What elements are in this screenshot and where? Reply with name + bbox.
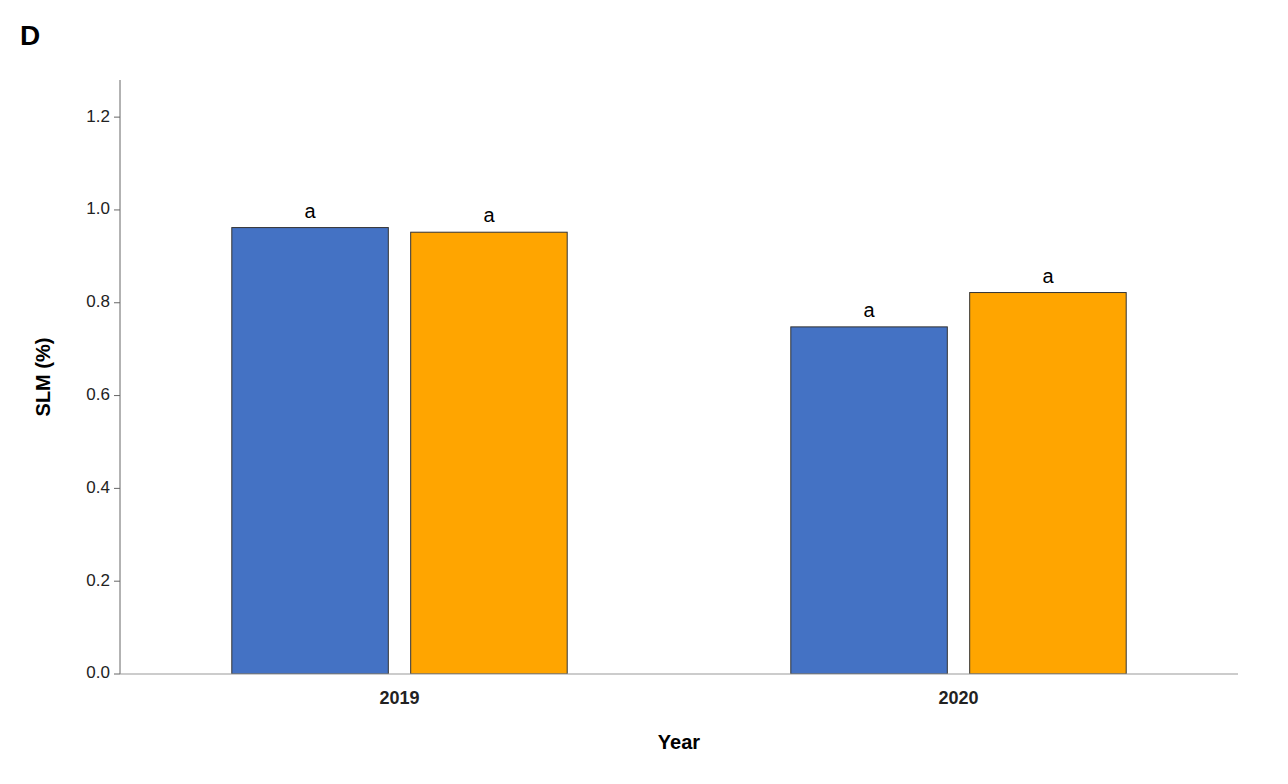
y-axis-title: SLM (%) bbox=[32, 338, 54, 417]
bar bbox=[411, 232, 568, 674]
bar bbox=[232, 228, 389, 674]
y-tick-label: 0.0 bbox=[86, 663, 110, 682]
y-tick-label: 0.6 bbox=[86, 385, 110, 404]
annotation: a bbox=[1042, 265, 1054, 287]
bar bbox=[791, 327, 948, 674]
x-tick-label: 2019 bbox=[379, 688, 419, 708]
annotation: a bbox=[483, 204, 495, 226]
title: D bbox=[20, 20, 40, 51]
y-tick-label: 1.0 bbox=[86, 199, 110, 218]
annotations: a a a a bbox=[304, 200, 1054, 321]
y-tick bbox=[114, 674, 120, 675]
x-tick-label: 2020 bbox=[938, 688, 978, 708]
chart: a a a a 0.0 0.2 0.4 0.6 0.8 1.0 1.2 2019 2020 Year SLM… bbox=[0, 0, 1288, 784]
x-axis-line bbox=[120, 674, 1238, 675]
annotation: a bbox=[863, 299, 875, 321]
bar bbox=[970, 293, 1127, 674]
y-tick bbox=[114, 117, 120, 118]
y-tick-label: 0.2 bbox=[86, 571, 110, 590]
y-tick-label: 0.4 bbox=[86, 478, 110, 497]
y-axis-line bbox=[120, 80, 121, 674]
x-axis-title: Year bbox=[658, 731, 700, 753]
y-tick-label: 0.8 bbox=[86, 292, 110, 311]
chart-container: a a a a 0.0 0.2 0.4 0.6 0.8 1.0 1.2 2019 2020 Year SLM… bbox=[0, 0, 1288, 784]
y-tick bbox=[114, 488, 120, 489]
y-tick bbox=[114, 395, 120, 396]
y-tick-label: 1.2 bbox=[86, 107, 110, 126]
y-tick bbox=[114, 302, 120, 303]
y-tick bbox=[114, 581, 120, 582]
bars bbox=[232, 228, 1126, 674]
annotation: a bbox=[304, 200, 316, 222]
y-tick bbox=[114, 209, 120, 210]
